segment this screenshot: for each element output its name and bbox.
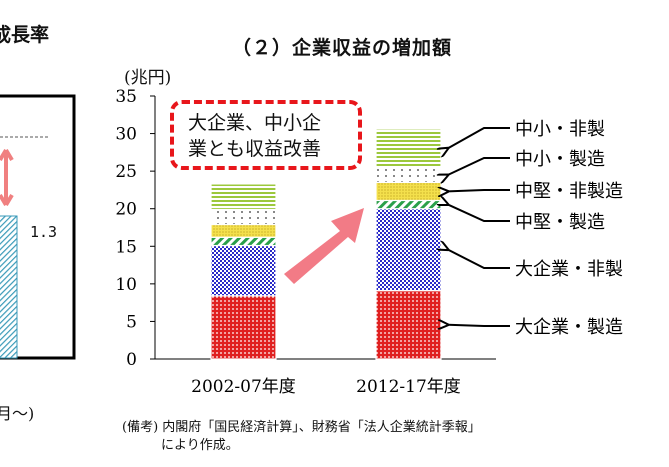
bars [210, 128, 442, 360]
legend-label: 中小・非製 [515, 119, 605, 140]
y-tick-label: 20 [115, 200, 137, 220]
bar-segment [210, 183, 277, 211]
legend-arrow [448, 205, 510, 222]
bar-segment [210, 208, 277, 226]
bar-segment [375, 128, 442, 168]
y-tick-label: 30 [115, 125, 137, 145]
source-note-line-1: (備考) 内閣府「国民経済計算」、財務省「法人企業統計季報」 [122, 420, 481, 435]
legend-arrow [448, 250, 510, 269]
left-panel-double-arrow [0, 148, 14, 207]
bar-segment [375, 199, 442, 210]
left-panel-x-label-fragment: 月～) [0, 404, 35, 423]
x-tick-label: 2002-07年度 [191, 377, 296, 397]
left-panel-frame [0, 94, 76, 360]
legend-label: 大企業・製造 [515, 317, 623, 338]
bar-segment [210, 236, 277, 247]
bar-segment [375, 290, 442, 360]
legend-arrow [448, 127, 510, 148]
x-tick-label: 2012-17年度 [356, 377, 461, 397]
source-note-line-2: により作成。 [122, 438, 239, 453]
legend-arrow [448, 157, 510, 175]
improvement-arrow [284, 208, 364, 284]
legend-label: 中堅・製造 [515, 212, 605, 233]
left-panel-bar [0, 215, 18, 359]
legend-label: 中小・製造 [515, 149, 605, 170]
legend-label: 大企業・非製 [515, 259, 623, 280]
left-panel [0, 94, 76, 360]
left-panel-title-fragment: 成長率 [0, 24, 50, 46]
bar-segment [210, 223, 277, 238]
y-tick-label: 35 [115, 87, 137, 107]
chart-title: （２）企業収益の増加額 [232, 37, 453, 59]
x-labels: 2002-07年度 2012-17年度 [191, 377, 461, 397]
legend-arrow [448, 190, 510, 191]
bar-segment [375, 181, 442, 202]
bar-segment [210, 295, 277, 360]
y-tick-label: 25 [115, 162, 137, 182]
y-tick-label: 15 [115, 237, 137, 257]
y-tick-label: 0 [126, 350, 137, 370]
y-tick-label: 10 [115, 275, 137, 295]
callout-line-2: 業とも収益改善 [188, 138, 322, 160]
left-panel-value-label: 1.3 [30, 223, 58, 241]
legend-arrow [448, 325, 510, 326]
callout-line-1: 大企業、中小企 [188, 112, 322, 134]
y-tick-label: 5 [126, 312, 137, 332]
bar-segment [375, 208, 442, 292]
source-note: (備考) 内閣府「国民経済計算」、財務省「法人企業統計季報」 により作成。 [122, 419, 481, 455]
bar-segment [210, 244, 277, 297]
y-axis-unit-label: (兆円) [124, 68, 172, 88]
legend-label: 中堅・非製造 [515, 181, 623, 202]
bar-segment [375, 166, 442, 184]
callout-box: 大企業、中小企 業とも収益改善 [170, 100, 362, 170]
y-ticks: 0 5 10 15 20 25 30 35 [115, 87, 155, 370]
